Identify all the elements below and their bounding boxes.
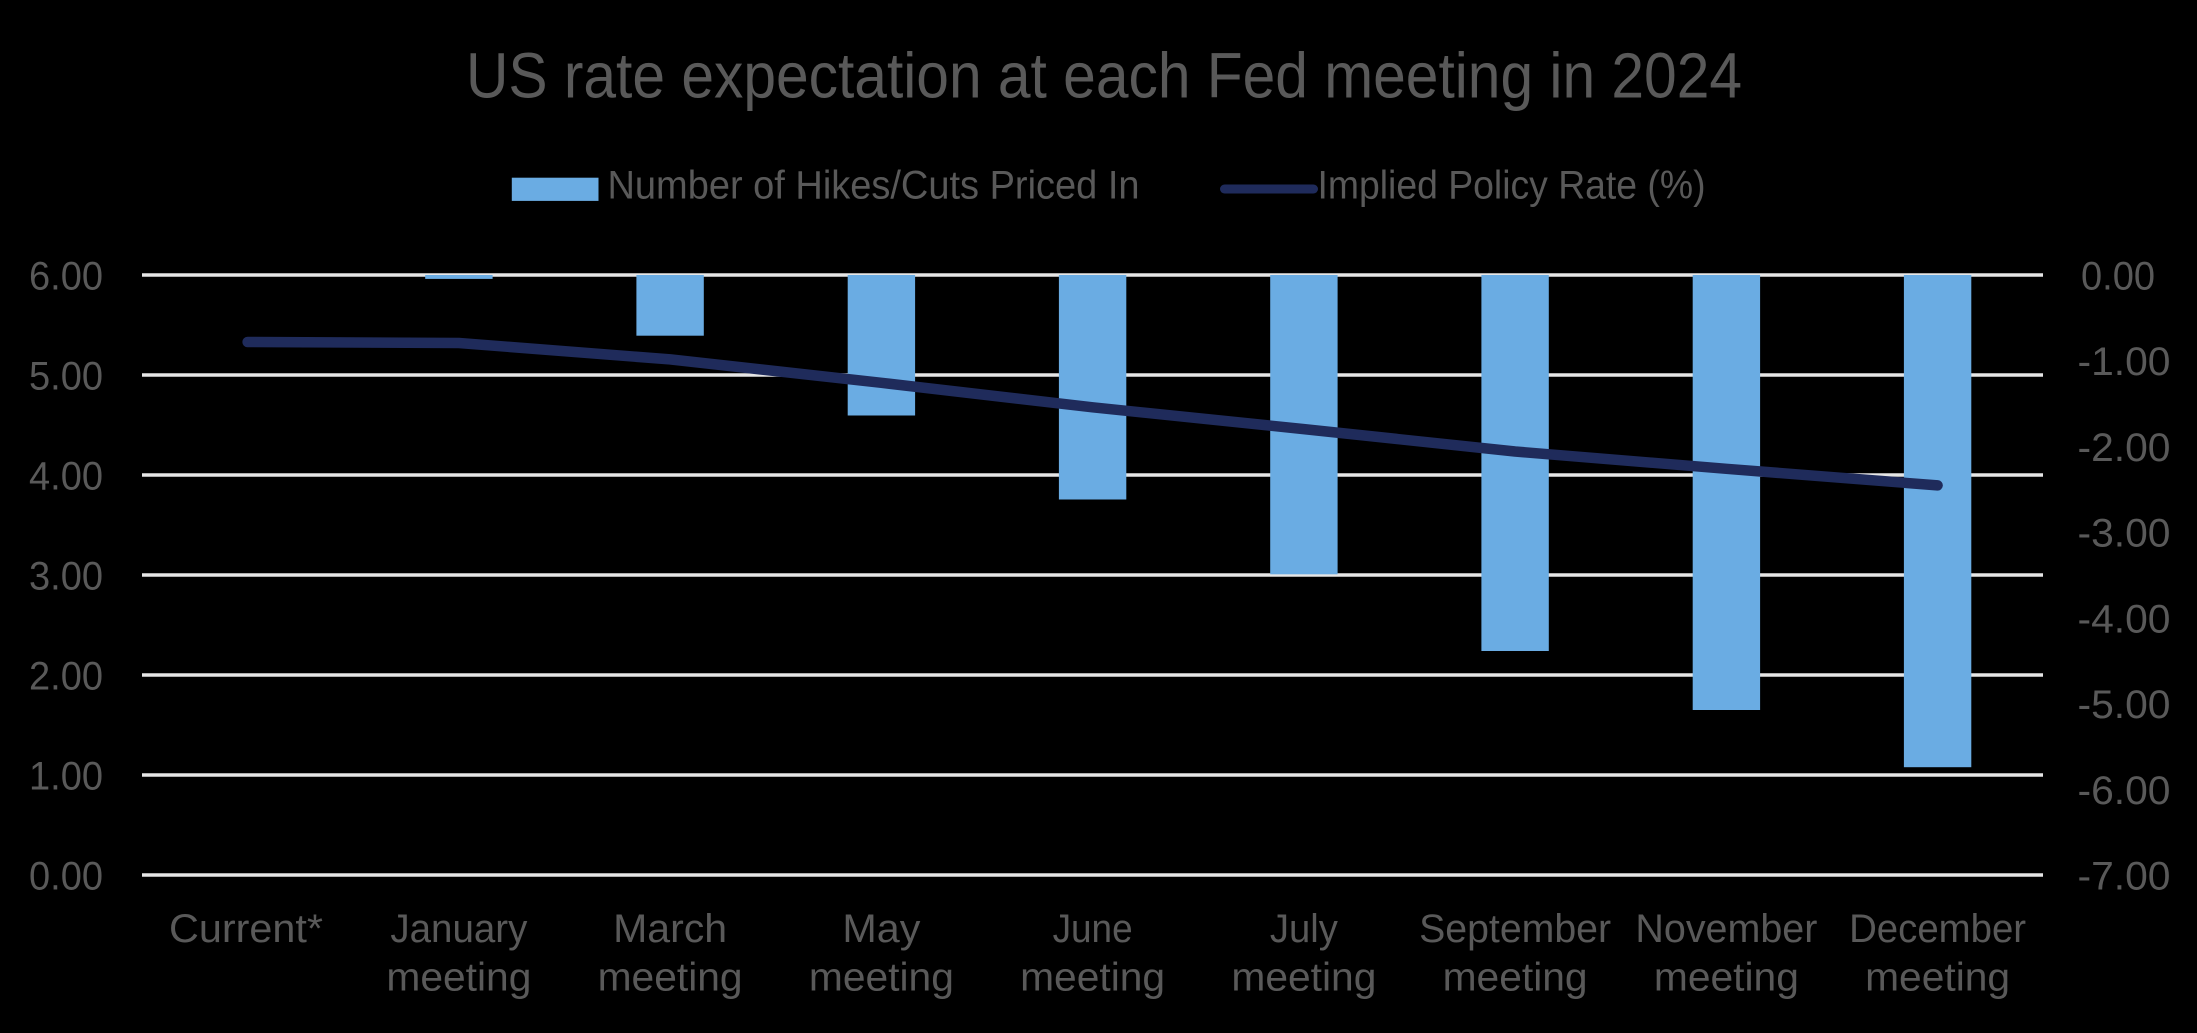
svg-text:meeting: meeting bbox=[386, 956, 531, 1000]
svg-text:December: December bbox=[1849, 907, 2026, 951]
svg-text:meeting: meeting bbox=[809, 956, 954, 1000]
svg-text:meeting: meeting bbox=[1443, 956, 1588, 1000]
svg-text:-2.00: -2.00 bbox=[2078, 426, 2171, 470]
svg-text:-4.00: -4.00 bbox=[2078, 597, 2171, 641]
svg-text:-7.00: -7.00 bbox=[2078, 855, 2171, 899]
svg-text:-3.00: -3.00 bbox=[2078, 512, 2171, 556]
svg-text:meeting: meeting bbox=[1865, 956, 2010, 1000]
svg-text:0.00: 0.00 bbox=[29, 855, 103, 899]
svg-text:meeting: meeting bbox=[1020, 956, 1165, 1000]
svg-text:January: January bbox=[390, 907, 527, 951]
svg-text:3.00: 3.00 bbox=[29, 555, 103, 599]
svg-text:meeting: meeting bbox=[598, 956, 743, 1000]
svg-text:6.00: 6.00 bbox=[29, 255, 103, 299]
svg-text:Implied Policy Rate (%): Implied Policy Rate (%) bbox=[1318, 164, 1706, 208]
svg-text:1.00: 1.00 bbox=[29, 755, 103, 799]
svg-text:0.00: 0.00 bbox=[2081, 255, 2155, 299]
svg-text:meeting: meeting bbox=[1654, 956, 1799, 1000]
svg-text:July: July bbox=[1270, 907, 1338, 951]
svg-text:September: September bbox=[1419, 907, 1611, 951]
svg-text:March: March bbox=[613, 907, 727, 951]
svg-text:-1.00: -1.00 bbox=[2078, 340, 2171, 384]
svg-text:Current*: Current* bbox=[169, 907, 323, 951]
svg-text:5.00: 5.00 bbox=[29, 355, 103, 399]
svg-text:June: June bbox=[1053, 907, 1133, 951]
svg-text:Number of Hikes/Cuts Priced In: Number of Hikes/Cuts Priced In bbox=[608, 164, 1140, 208]
svg-text:meeting: meeting bbox=[1231, 956, 1376, 1000]
svg-text:-6.00: -6.00 bbox=[2078, 769, 2171, 813]
svg-text:US rate expectation at each Fe: US rate expectation at each Fed meeting … bbox=[466, 40, 1742, 112]
svg-text:November: November bbox=[1635, 907, 1817, 951]
svg-text:May: May bbox=[842, 907, 920, 951]
svg-text:4.00: 4.00 bbox=[29, 455, 103, 499]
svg-text:-5.00: -5.00 bbox=[2078, 683, 2171, 727]
svg-text:2.00: 2.00 bbox=[29, 655, 103, 699]
